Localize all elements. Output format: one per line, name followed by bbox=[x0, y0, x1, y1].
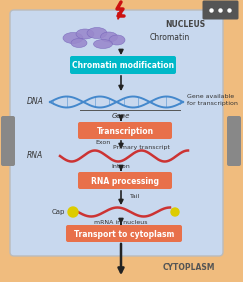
Text: Chromatin modification: Chromatin modification bbox=[72, 61, 174, 70]
FancyBboxPatch shape bbox=[70, 56, 176, 74]
Ellipse shape bbox=[71, 39, 87, 47]
Text: Gene available
for transcription: Gene available for transcription bbox=[187, 94, 238, 106]
Text: DNA: DNA bbox=[27, 98, 44, 107]
Circle shape bbox=[171, 208, 179, 216]
Text: Chromatin: Chromatin bbox=[150, 34, 190, 43]
Ellipse shape bbox=[109, 35, 125, 45]
Text: Cap: Cap bbox=[52, 209, 65, 215]
Text: Exon: Exon bbox=[95, 140, 110, 145]
Text: mRNA in nucleus: mRNA in nucleus bbox=[94, 220, 148, 225]
Text: RNA: RNA bbox=[27, 151, 43, 160]
Text: Gene: Gene bbox=[112, 113, 130, 119]
Text: Primary transcript: Primary transcript bbox=[113, 145, 170, 150]
Text: Tail: Tail bbox=[130, 195, 140, 199]
Ellipse shape bbox=[94, 39, 113, 49]
Ellipse shape bbox=[87, 28, 107, 39]
Text: RNA processing: RNA processing bbox=[91, 177, 159, 186]
FancyBboxPatch shape bbox=[10, 10, 223, 256]
Ellipse shape bbox=[63, 32, 83, 43]
Circle shape bbox=[68, 207, 78, 217]
Text: CYTOPLASM: CYTOPLASM bbox=[163, 263, 215, 272]
Ellipse shape bbox=[101, 32, 118, 42]
Ellipse shape bbox=[76, 29, 94, 39]
Text: NUCLEUS: NUCLEUS bbox=[165, 20, 205, 29]
FancyBboxPatch shape bbox=[227, 116, 241, 166]
Text: Intron: Intron bbox=[112, 164, 130, 169]
FancyBboxPatch shape bbox=[202, 1, 238, 19]
Text: Transport to cytoplasm: Transport to cytoplasm bbox=[74, 230, 174, 239]
FancyBboxPatch shape bbox=[78, 122, 172, 139]
FancyBboxPatch shape bbox=[78, 172, 172, 189]
FancyBboxPatch shape bbox=[66, 225, 182, 242]
Text: Transcription: Transcription bbox=[96, 127, 154, 136]
FancyBboxPatch shape bbox=[1, 116, 15, 166]
